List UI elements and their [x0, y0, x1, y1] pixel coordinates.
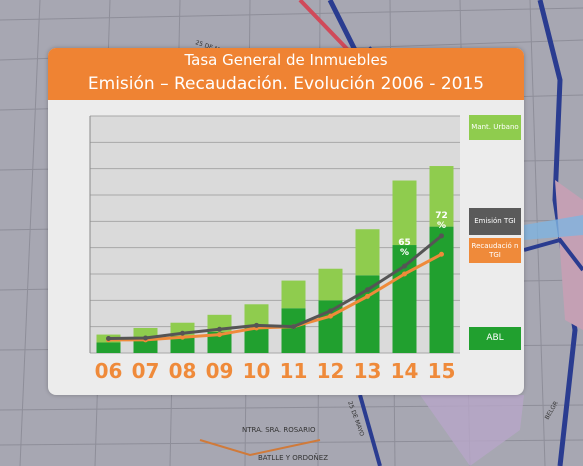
bar-abl: [244, 326, 269, 353]
line-point: [254, 322, 259, 328]
x-tick-label: 07: [132, 359, 160, 383]
x-tick-label: 12: [317, 359, 345, 383]
x-tick-label: 14: [391, 359, 419, 383]
percentage-annotation: 72%: [435, 211, 448, 231]
legend-emision-tgi: Emisión TGI: [469, 208, 521, 235]
bar-abl: [96, 342, 121, 353]
map-street-label: NTRA. SRA. ROSARIO: [242, 426, 316, 434]
chart-subtitle: Emisión – Recaudación. Evolución 2006 - …: [87, 74, 485, 94]
line-point: [217, 332, 222, 338]
bar-mant-urbano: [392, 180, 417, 246]
line-emision-tgi: [108, 234, 443, 341]
line-point: [402, 271, 407, 277]
bar-abl: [392, 245, 417, 353]
x-tick-label: 11: [280, 359, 308, 383]
bar-abl: [281, 308, 306, 353]
line-point: [291, 324, 296, 330]
stacked-bar-chart: 65 % 72 % 06 07 08 09 10 11 12 13 14 15: [89, 115, 460, 383]
bar-abl: [133, 339, 158, 353]
bar-abl: [355, 275, 380, 353]
x-tick-label: 09: [206, 359, 234, 383]
bar-abl: [429, 226, 454, 353]
line-point: [402, 263, 407, 269]
legend-label: Recaudació n TGI: [471, 241, 519, 259]
bar-mant-urbano: [429, 166, 454, 227]
line-point: [180, 334, 185, 340]
line-point: [143, 335, 148, 341]
x-tick-label: 13: [354, 359, 382, 383]
legend-label: ABL: [486, 333, 504, 343]
line-point: [217, 326, 222, 332]
x-tick-label: 15: [428, 359, 456, 383]
percentage-annotation: 65%: [398, 238, 411, 258]
line-point: [439, 233, 444, 239]
bar-mant-urbano: [281, 280, 306, 309]
map-street-label: BATLLE Y ORDOÑEZ: [258, 453, 328, 462]
bar-mant-urbano: [244, 304, 269, 327]
chart-title: Tasa General de Inmuebles: [184, 51, 388, 69]
legend-label: Emisión TGI: [474, 217, 516, 225]
x-tick-label: 10: [243, 359, 271, 383]
line-point: [439, 251, 444, 257]
line-point: [365, 293, 370, 299]
bar-abl: [318, 300, 343, 353]
chart-slide: Tasa General de Inmuebles Emisión – Reca…: [48, 48, 524, 395]
line-point: [180, 330, 185, 336]
legend-label: Mant. Urbano: [471, 123, 519, 131]
bar-abl: [207, 331, 232, 353]
line-point: [365, 287, 370, 293]
bar-mant-urbano: [133, 327, 158, 340]
bar-mant-urbano: [355, 229, 380, 276]
bar-abl: [170, 335, 195, 353]
line-point: [328, 308, 333, 314]
title-bar: Tasa General de Inmuebles Emisión – Reca…: [48, 48, 524, 100]
line-point: [328, 313, 333, 319]
legend-mant-urbano: Mant. Urbano: [469, 115, 521, 140]
x-tick-label: 08: [169, 359, 197, 383]
bar-mant-urbano: [318, 268, 343, 301]
line-point: [106, 336, 111, 342]
legend-abl: ABL: [469, 327, 521, 350]
legend-recaudacion-tgi: Recaudació n TGI: [469, 238, 521, 263]
x-tick-label: 06: [95, 359, 123, 383]
